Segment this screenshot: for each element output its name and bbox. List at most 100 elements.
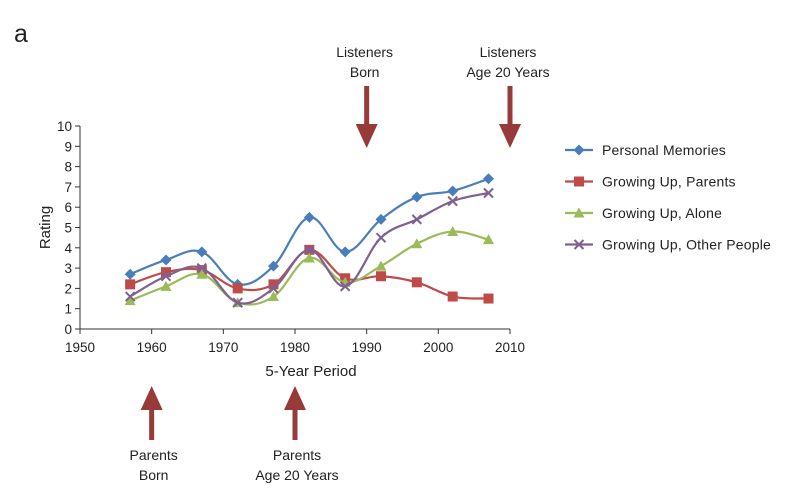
y-tick-label: 6 bbox=[64, 200, 72, 215]
x-tick-label: 1950 bbox=[65, 340, 95, 355]
data-point-personal-memories-1982 bbox=[303, 211, 315, 223]
y-tick-label: 2 bbox=[64, 281, 72, 296]
annotation-label: Listeners Age 20 Years bbox=[466, 44, 549, 80]
y-tick-label: 8 bbox=[64, 160, 72, 175]
annotation-listeners-born: Listeners Born bbox=[336, 44, 393, 148]
marker-stroke bbox=[124, 291, 136, 302]
marker-stroke bbox=[375, 232, 387, 243]
data-point-growing-up-parents-1977 bbox=[268, 279, 279, 290]
data-point-growing-up-other-people-1962 bbox=[160, 271, 172, 282]
arrow-shaft bbox=[364, 86, 370, 126]
annotation-label: Parents Age 20 Years bbox=[255, 447, 338, 483]
axes: 0 1 2 3 4 5 6 7 8 9 10 1950 1960 1970 1980 1990 2000 201… bbox=[57, 119, 525, 355]
y-tick-label: 0 bbox=[64, 322, 72, 337]
legend-item-growing-up-parents: Growing Up, Parents bbox=[565, 174, 736, 190]
legend-label: Growing Up, Parents bbox=[602, 174, 736, 190]
data-point-growing-up-alone-1967 bbox=[196, 268, 208, 279]
data-point-personal-memories-1957 bbox=[124, 268, 136, 280]
annotation-label-line: Age 20 Years bbox=[466, 64, 549, 80]
y-tick-label: 4 bbox=[64, 241, 72, 256]
data-point-growing-up-other-people-1972 bbox=[232, 297, 243, 308]
data-point-growing-up-parents-1957 bbox=[125, 279, 136, 290]
series-growing-up-alone bbox=[124, 226, 494, 308]
annotation-label: Parents Born bbox=[130, 447, 178, 483]
y-tick-label: 9 bbox=[64, 139, 72, 154]
marker-stroke bbox=[573, 239, 585, 250]
data-point-growing-up-parents-1972 bbox=[232, 283, 243, 294]
arrow-shaft bbox=[149, 408, 155, 440]
x-axis-title: 5-Year Period bbox=[265, 363, 356, 380]
data-point-growing-up-alone-2007 bbox=[483, 234, 494, 245]
annotation-label-line: Parents bbox=[273, 447, 321, 463]
legend-swatch-marker bbox=[573, 207, 585, 218]
annotation-parents-age-20: Parents Age 20 Years bbox=[255, 386, 339, 483]
annotation-listeners-age-20: Listeners Age 20 Years bbox=[466, 44, 550, 148]
data-point-personal-memories-1967 bbox=[196, 246, 208, 258]
data-point-growing-up-parents-2007 bbox=[483, 293, 494, 304]
data-point-growing-up-other-people-1992 bbox=[375, 232, 387, 243]
data-point-growing-up-other-people-1982 bbox=[304, 244, 315, 256]
data-point-growing-up-parents-2002 bbox=[447, 291, 458, 302]
legend: Personal Memories Growing Up, Parents Grow… bbox=[565, 142, 771, 253]
legend-item-growing-up-alone: Growing Up, Alone bbox=[565, 205, 722, 221]
arrow-shaft bbox=[292, 408, 298, 440]
annotation-parents-born: Parents Born bbox=[130, 386, 178, 483]
data-point-personal-memories-2002 bbox=[447, 185, 459, 197]
marker-stroke bbox=[339, 281, 351, 292]
legend-label: Growing Up, Alone bbox=[602, 205, 722, 221]
marker-stroke bbox=[232, 297, 243, 308]
data-point-growing-up-alone-1957 bbox=[124, 295, 136, 306]
data-point-growing-up-parents-1992 bbox=[376, 271, 386, 282]
legend-swatch-marker bbox=[573, 144, 585, 156]
marker-stroke bbox=[304, 244, 315, 256]
annotation-label-line: Listeners bbox=[480, 44, 537, 60]
annotation-label-line: Parents bbox=[130, 447, 178, 463]
data-point-growing-up-alone-1982 bbox=[303, 252, 315, 263]
y-tick-label: 1 bbox=[64, 302, 72, 317]
data-point-personal-memories-1977 bbox=[268, 260, 279, 272]
arrow-head bbox=[355, 124, 378, 148]
legend-label: Growing Up, Other People bbox=[602, 237, 771, 253]
x-tick-label: 1960 bbox=[137, 340, 167, 355]
arrow-head bbox=[140, 386, 163, 410]
annotation-label: Listeners Born bbox=[336, 44, 393, 80]
data-point-growing-up-other-people-1957 bbox=[124, 291, 136, 302]
series-layer bbox=[124, 173, 494, 308]
marker-stroke bbox=[196, 262, 208, 274]
series-growing-up-other-people bbox=[124, 187, 494, 308]
legend-label: Personal Memories bbox=[602, 142, 726, 158]
data-point-personal-memories-1962 bbox=[160, 254, 172, 266]
annotation-label-line: Born bbox=[350, 64, 380, 80]
data-point-growing-up-parents-1997 bbox=[411, 277, 422, 288]
panel-label: a bbox=[14, 20, 28, 48]
data-point-growing-up-alone-2002 bbox=[447, 226, 459, 237]
data-point-personal-memories-1997 bbox=[411, 191, 423, 203]
y-tick-label: 5 bbox=[64, 221, 72, 236]
marker-stroke bbox=[268, 283, 279, 294]
data-point-personal-memories-1992 bbox=[375, 213, 387, 225]
arrow-shaft bbox=[507, 86, 513, 126]
data-point-growing-up-alone-1962 bbox=[160, 280, 172, 291]
x-ticks: 1950 1960 1970 1980 1990 2000 2010 bbox=[65, 329, 525, 355]
marker-stroke bbox=[447, 195, 458, 207]
annotation-layer: Listeners Born Listeners Age 20 Years Parent… bbox=[130, 44, 550, 483]
y-tick-label: 7 bbox=[64, 180, 72, 195]
annotation-label-line: Listeners bbox=[336, 44, 393, 60]
x-tick-label: 1970 bbox=[208, 340, 238, 355]
y-ticks: 0 1 2 3 4 5 6 7 8 9 10 bbox=[57, 119, 80, 337]
marker-stroke bbox=[160, 271, 172, 282]
x-tick-label: 1980 bbox=[280, 340, 310, 355]
data-point-personal-memories-2007 bbox=[483, 173, 494, 185]
data-point-growing-up-other-people-1967 bbox=[196, 262, 208, 274]
marker-stroke bbox=[411, 214, 423, 225]
x-tick-label: 2010 bbox=[495, 340, 525, 355]
data-point-growing-up-other-people-2007 bbox=[483, 187, 494, 199]
x-tick-label: 1990 bbox=[352, 340, 382, 355]
data-point-personal-memories-1987 bbox=[339, 246, 351, 258]
marker-stroke bbox=[483, 187, 494, 199]
data-point-growing-up-alone-1977 bbox=[268, 291, 279, 302]
y-tick-label: 10 bbox=[57, 119, 72, 134]
y-axis-title: Rating bbox=[37, 206, 54, 249]
legend-item-growing-up-other-people: Growing Up, Other People bbox=[565, 237, 771, 253]
